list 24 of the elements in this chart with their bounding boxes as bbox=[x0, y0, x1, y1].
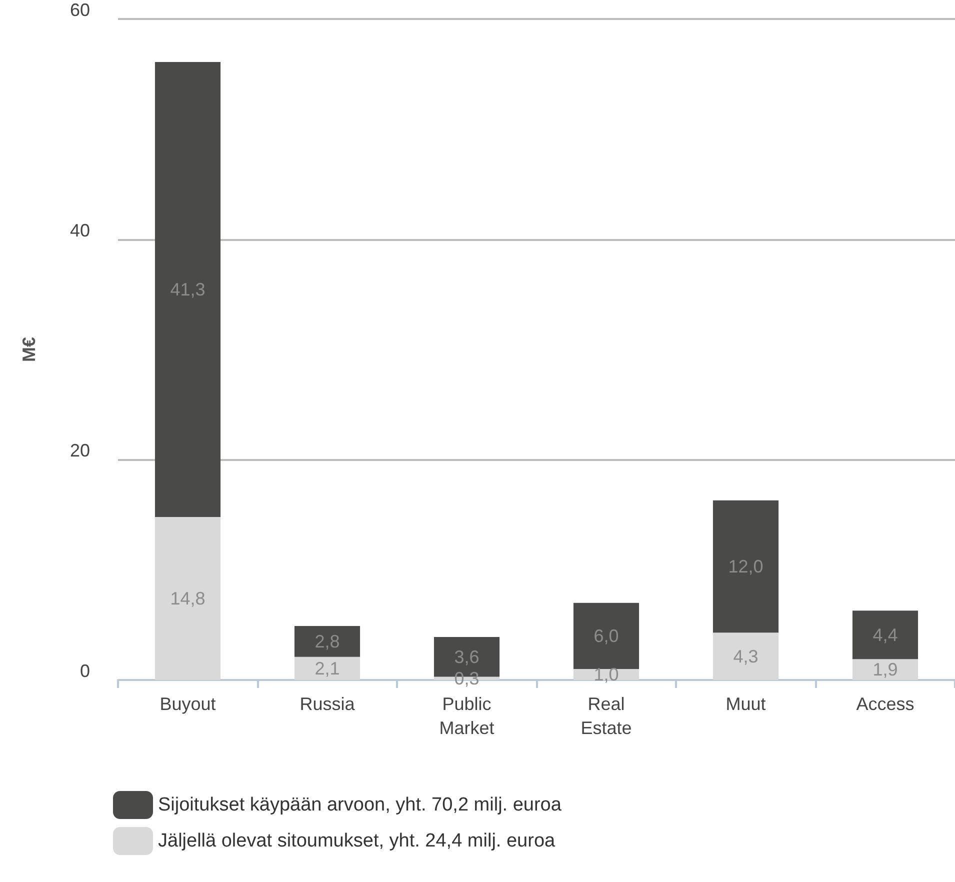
x-tick-label: Muut bbox=[726, 694, 766, 714]
data-label: 14,8 bbox=[170, 588, 206, 608]
y-tick-label: 60 bbox=[70, 0, 90, 20]
x-tick-label: Buyout bbox=[160, 694, 216, 714]
y-axis-title: M€ bbox=[19, 336, 39, 362]
data-label: 41,3 bbox=[170, 279, 206, 300]
data-label: 4,4 bbox=[872, 624, 898, 645]
data-label: 12,0 bbox=[728, 556, 764, 577]
data-label: 6,0 bbox=[594, 626, 619, 646]
y-tick-label: 20 bbox=[70, 440, 90, 461]
data-label: 2,1 bbox=[314, 658, 340, 678]
y-tick-label: 0 bbox=[80, 661, 90, 681]
x-tick-label: Public Market bbox=[439, 694, 494, 738]
x-tick-label: Access bbox=[856, 694, 914, 714]
data-label: 1,0 bbox=[594, 664, 619, 684]
x-tick-label: Real Estate bbox=[580, 694, 632, 738]
data-label: 3,6 bbox=[454, 646, 480, 667]
data-label: 4,3 bbox=[733, 646, 758, 666]
x-tick-label: Russia bbox=[300, 694, 356, 714]
y-tick-label: 40 bbox=[70, 220, 90, 240]
legend-label: Jäljellä olevat sitoumukset, yht. 24,4 milj. euroa bbox=[158, 830, 556, 852]
data-label: 2,8 bbox=[314, 631, 340, 652]
legend-label: Sijoitukset käypään arvoon, yht. 70,2 milj. euroa bbox=[158, 794, 562, 816]
data-label: 1,9 bbox=[872, 660, 898, 680]
